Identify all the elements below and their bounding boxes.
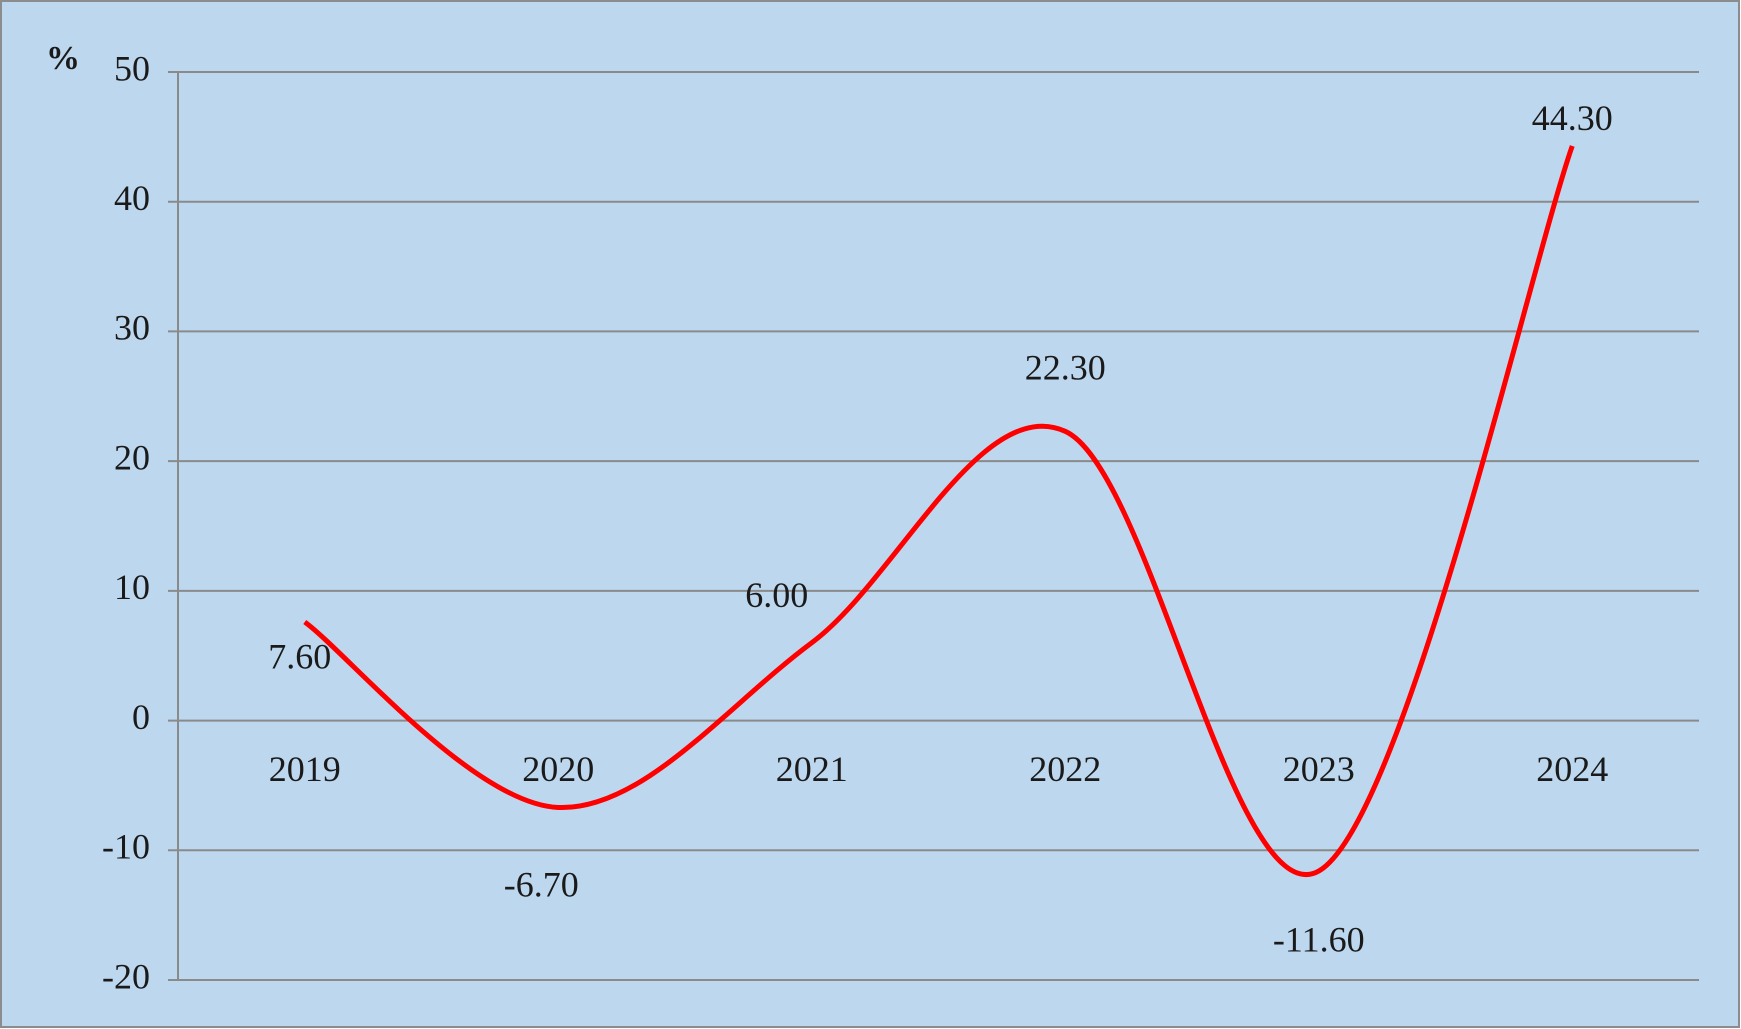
x-tick-label: 2021: [776, 749, 848, 789]
x-tick-label: 2019: [269, 749, 341, 789]
y-tick-label: 50: [114, 48, 150, 88]
y-tick-label: 20: [114, 437, 150, 477]
y-tick-label: 40: [114, 178, 150, 218]
data-label: 44.30: [1532, 98, 1613, 138]
y-axis-label: %: [46, 40, 80, 77]
data-label: 6.00: [745, 575, 808, 615]
data-label: 7.60: [268, 636, 331, 676]
data-label: 22.30: [1025, 348, 1106, 388]
data-label: -11.60: [1273, 919, 1365, 959]
y-tick-label: -20: [102, 956, 150, 996]
data-label: -6.70: [504, 865, 579, 905]
x-tick-label: 2024: [1536, 749, 1608, 789]
x-tick-label: 2020: [522, 749, 594, 789]
data-line: [303, 145, 1575, 877]
x-tick-label: 2023: [1283, 749, 1355, 789]
y-tick-label: -10: [102, 827, 150, 867]
y-tick-label: 0: [132, 697, 150, 737]
x-tick-label: 2022: [1029, 749, 1101, 789]
y-tick-label: 10: [114, 567, 150, 607]
y-tick-label: 30: [114, 308, 150, 348]
